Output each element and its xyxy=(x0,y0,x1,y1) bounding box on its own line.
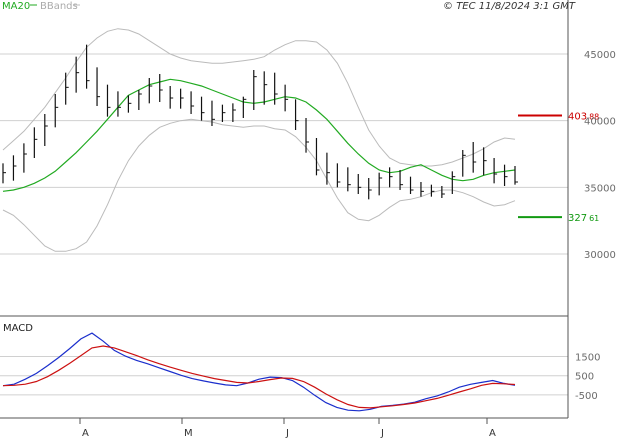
x-tick-label: J xyxy=(380,428,384,439)
price-bar xyxy=(347,167,351,192)
price-bar xyxy=(274,72,278,105)
legend-bbands: BBands xyxy=(40,1,78,12)
price-bar xyxy=(315,138,320,176)
price-bar xyxy=(357,174,362,194)
price-bars xyxy=(2,44,518,200)
price-bar xyxy=(117,91,121,117)
price-bar xyxy=(493,158,498,184)
resistance-label-decimals: 88 xyxy=(589,112,599,121)
price-bar xyxy=(242,96,247,118)
macd-y-tick-label: 1500 xyxy=(575,353,600,364)
price-bar xyxy=(420,182,424,197)
price-bar xyxy=(326,152,330,185)
price-bar xyxy=(253,70,257,110)
price-bar xyxy=(389,167,393,188)
price-bar xyxy=(221,104,226,122)
price-bar xyxy=(159,74,163,102)
legend-ma20: MA20 xyxy=(2,1,30,12)
price-y-tick-label: 45000 xyxy=(584,50,616,61)
bband-upper-line xyxy=(2,28,516,167)
price-bar xyxy=(190,91,195,114)
price-bar xyxy=(430,184,435,197)
price-bar xyxy=(409,176,414,194)
price-y-ticks: 30000 35000 40000 45000 xyxy=(584,50,616,261)
signal-line xyxy=(2,345,516,409)
price-y-tick-label: 40000 xyxy=(584,117,616,128)
x-tick-label: A xyxy=(82,428,89,439)
price-bar xyxy=(294,99,299,130)
macd-y-tick-label: 500 xyxy=(575,372,594,383)
price-bar xyxy=(368,178,372,200)
price-bar xyxy=(54,94,59,128)
ma20-line xyxy=(2,78,516,192)
price-bar xyxy=(305,118,310,153)
ma20-layer xyxy=(2,78,516,192)
price-bar xyxy=(514,166,518,185)
macd-line xyxy=(2,332,516,412)
support-label-decimals: 61 xyxy=(589,214,599,223)
price-bar xyxy=(106,84,111,117)
price-bar xyxy=(75,56,80,93)
macd-y-ticks: -500 500 1500 xyxy=(575,353,600,402)
price-bar xyxy=(2,163,6,184)
macd-title: MACD xyxy=(3,323,33,334)
price-bar xyxy=(96,67,101,106)
price-bar xyxy=(65,72,69,105)
price-bar xyxy=(127,95,132,113)
price-bar xyxy=(263,71,268,105)
x-tick-label: M xyxy=(184,428,193,439)
price-y-tick-label: 30000 xyxy=(584,250,616,261)
price-bar xyxy=(483,147,487,176)
price-bar xyxy=(180,88,184,109)
price-bar xyxy=(138,90,142,110)
price-bar xyxy=(44,114,48,146)
resistance-label: 403 88 xyxy=(568,111,599,122)
price-bar xyxy=(200,96,205,121)
price-bar xyxy=(23,143,27,173)
price-bar xyxy=(399,170,404,190)
price-y-tick-label: 35000 xyxy=(584,183,616,194)
price-levels: 403 88 327 61 xyxy=(518,111,599,224)
credit-text: © TEC 11/8/2024 3:1 GMT xyxy=(443,1,576,12)
price-grid xyxy=(0,53,568,255)
macd-lines xyxy=(2,332,516,412)
price-bar xyxy=(503,164,508,186)
macd-y-tick-label: -500 xyxy=(575,391,598,402)
bollinger-bands xyxy=(2,28,516,252)
price-bar xyxy=(232,103,236,122)
macd-grid xyxy=(0,356,568,396)
price-bar xyxy=(462,150,466,177)
price-bar xyxy=(441,186,445,198)
price-bar xyxy=(148,78,153,104)
price-bar xyxy=(12,155,17,181)
price-bar xyxy=(472,142,477,173)
price-bar xyxy=(85,44,90,89)
price-bar xyxy=(336,163,341,188)
price-bar xyxy=(169,86,174,109)
price-bar xyxy=(451,171,456,194)
support-label: 327 61 xyxy=(568,213,599,224)
bband-lower-line xyxy=(2,118,516,252)
x-tick-label: J xyxy=(285,428,289,439)
price-bar xyxy=(378,172,383,196)
price-bar xyxy=(211,100,215,126)
price-bar xyxy=(33,127,38,158)
price-bar xyxy=(284,84,289,112)
x-tick-label: A xyxy=(489,428,496,439)
